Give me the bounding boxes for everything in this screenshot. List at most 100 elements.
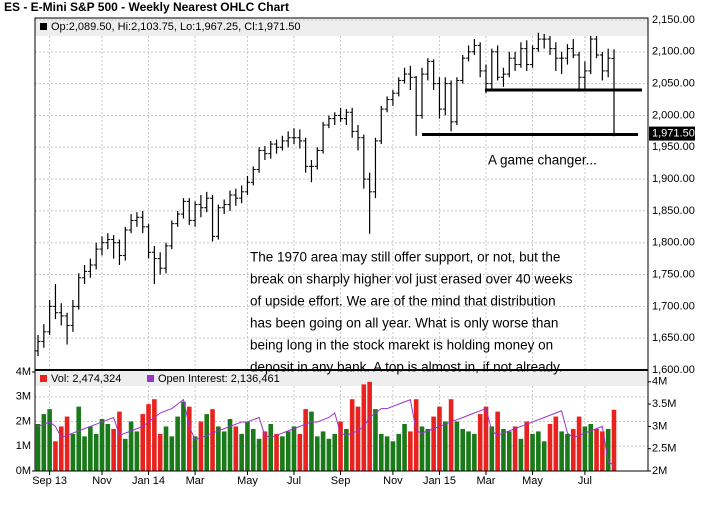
volume-bar bbox=[373, 409, 378, 471]
volume-bar bbox=[291, 426, 297, 471]
y-tick-label: 1,600.00 bbox=[652, 364, 695, 376]
volume-bar bbox=[361, 384, 367, 471]
x-tick-label: Mar bbox=[186, 475, 205, 487]
volume-bar bbox=[600, 431, 605, 471]
volume-bar bbox=[105, 423, 111, 471]
volume-bar bbox=[309, 411, 314, 471]
volume-bar bbox=[204, 414, 210, 471]
y2-tick-label: 2.5M bbox=[652, 443, 676, 455]
volume-bar bbox=[582, 426, 588, 471]
x-tick-label: Sep 13 bbox=[32, 475, 67, 487]
volume-bar bbox=[448, 399, 454, 471]
legend-text: Open Interest: 2,136,461 bbox=[158, 373, 280, 385]
volume-bar bbox=[41, 414, 47, 471]
x-tick-label: Nov bbox=[383, 475, 403, 487]
y-tick-label: 2,100.00 bbox=[652, 46, 695, 58]
volume-bar bbox=[58, 426, 64, 471]
y-tick-label: 2,150.00 bbox=[652, 14, 695, 26]
y-tick-label: 1,650.00 bbox=[652, 332, 695, 344]
volume-bar bbox=[349, 399, 355, 471]
volume-bar bbox=[483, 406, 489, 471]
volume-bar bbox=[518, 438, 524, 471]
volume-bar bbox=[489, 426, 495, 471]
volume-bar bbox=[117, 411, 122, 471]
volume-bar bbox=[320, 431, 326, 471]
volume-bar bbox=[186, 406, 192, 471]
x-tick-label: Jan 15 bbox=[423, 475, 456, 487]
volume-bar bbox=[512, 426, 518, 471]
volume-bar bbox=[408, 431, 413, 471]
volume-bar bbox=[506, 431, 512, 471]
volume-bar bbox=[216, 426, 221, 471]
volume-bar bbox=[541, 441, 547, 471]
volume-bar bbox=[344, 428, 349, 471]
y-tick-label: 3M bbox=[16, 391, 31, 403]
volume-bar bbox=[146, 404, 151, 471]
x-tick-label: Mar bbox=[477, 475, 496, 487]
volume-bar bbox=[175, 416, 180, 471]
volume-bar bbox=[35, 423, 41, 471]
legend-text: Vol: 2,474,324 bbox=[51, 373, 121, 385]
volume-bar bbox=[128, 421, 134, 471]
volume-bar bbox=[390, 441, 396, 471]
volume-bar bbox=[413, 399, 419, 471]
y2-tick-label: 4M bbox=[652, 376, 667, 388]
x-tick-label: Jan 14 bbox=[132, 475, 165, 487]
annotation-line: The 1970 area may still offer support, o… bbox=[250, 250, 560, 265]
volume-bar bbox=[250, 428, 256, 471]
callout: A game changer... bbox=[488, 153, 597, 168]
volume-bar bbox=[88, 426, 93, 471]
volume-bar bbox=[326, 438, 332, 471]
volume-bar bbox=[210, 409, 215, 471]
volume-bar bbox=[64, 416, 70, 471]
volume-bar bbox=[256, 438, 262, 471]
volume-bar bbox=[93, 433, 99, 471]
y-tick-label: 2M bbox=[16, 415, 31, 427]
volume-bar bbox=[338, 421, 343, 471]
volume-bar bbox=[76, 406, 82, 471]
annotation-line: break on sharply higher vol just erased … bbox=[250, 272, 573, 287]
volume-bar bbox=[431, 416, 436, 471]
volume-bar bbox=[367, 381, 372, 471]
volume-bar bbox=[477, 414, 483, 471]
y-tick-label: 1M bbox=[16, 440, 31, 452]
y-tick-label: 1,900.00 bbox=[652, 173, 695, 185]
volume-bar bbox=[303, 409, 308, 471]
volume-bar bbox=[274, 433, 279, 471]
volume-bar bbox=[594, 428, 599, 471]
y-tick-label: 2,050.00 bbox=[652, 78, 695, 90]
x-tick-label: Jul bbox=[578, 475, 592, 487]
volume-bar bbox=[122, 438, 128, 471]
x-tick-label: Sep bbox=[331, 475, 351, 487]
y-tick-label: 1,800.00 bbox=[652, 237, 695, 249]
volume-bar bbox=[466, 431, 471, 471]
volume-bar bbox=[233, 426, 239, 471]
volume-bar bbox=[99, 419, 105, 471]
x-tick-label: Jul bbox=[287, 475, 301, 487]
y2-tick-label: 3.5M bbox=[652, 398, 676, 410]
annotation-line: has been going on all year. What is only… bbox=[250, 316, 558, 331]
volume-bar bbox=[285, 431, 291, 471]
volume-bar bbox=[565, 433, 570, 471]
volume-bar bbox=[198, 421, 204, 471]
volume-bar bbox=[157, 433, 163, 471]
volume-bar bbox=[134, 431, 140, 471]
volume-bar bbox=[570, 428, 576, 471]
volume-bar bbox=[245, 421, 250, 471]
chart-title: ES - E-Mini S&P 500 - Weekly Nearest OHL… bbox=[4, 0, 289, 14]
volume-bar bbox=[111, 428, 116, 471]
volume-bar bbox=[355, 406, 361, 471]
volume-bar bbox=[536, 431, 541, 471]
volume-bar bbox=[437, 406, 442, 471]
volume-bar bbox=[442, 421, 448, 471]
legend-swatch bbox=[40, 23, 47, 30]
volume-bar bbox=[559, 431, 564, 471]
x-tick-label: May bbox=[237, 475, 258, 487]
volume-bar bbox=[605, 428, 611, 471]
volume-bar bbox=[419, 426, 425, 471]
volume-bar bbox=[192, 436, 198, 471]
volume-bar bbox=[588, 423, 594, 471]
volume-bar bbox=[221, 431, 227, 471]
last-price-label: 1,971.50 bbox=[652, 127, 695, 139]
